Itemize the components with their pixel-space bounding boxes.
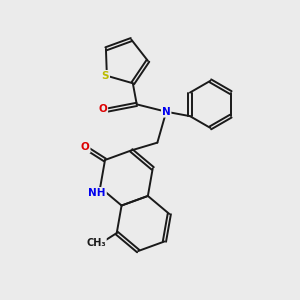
Text: S: S (102, 71, 109, 81)
Text: NH: NH (88, 188, 106, 198)
Text: CH₃: CH₃ (86, 238, 106, 248)
Text: O: O (81, 142, 90, 152)
Text: N: N (162, 107, 171, 117)
Text: O: O (98, 104, 107, 114)
